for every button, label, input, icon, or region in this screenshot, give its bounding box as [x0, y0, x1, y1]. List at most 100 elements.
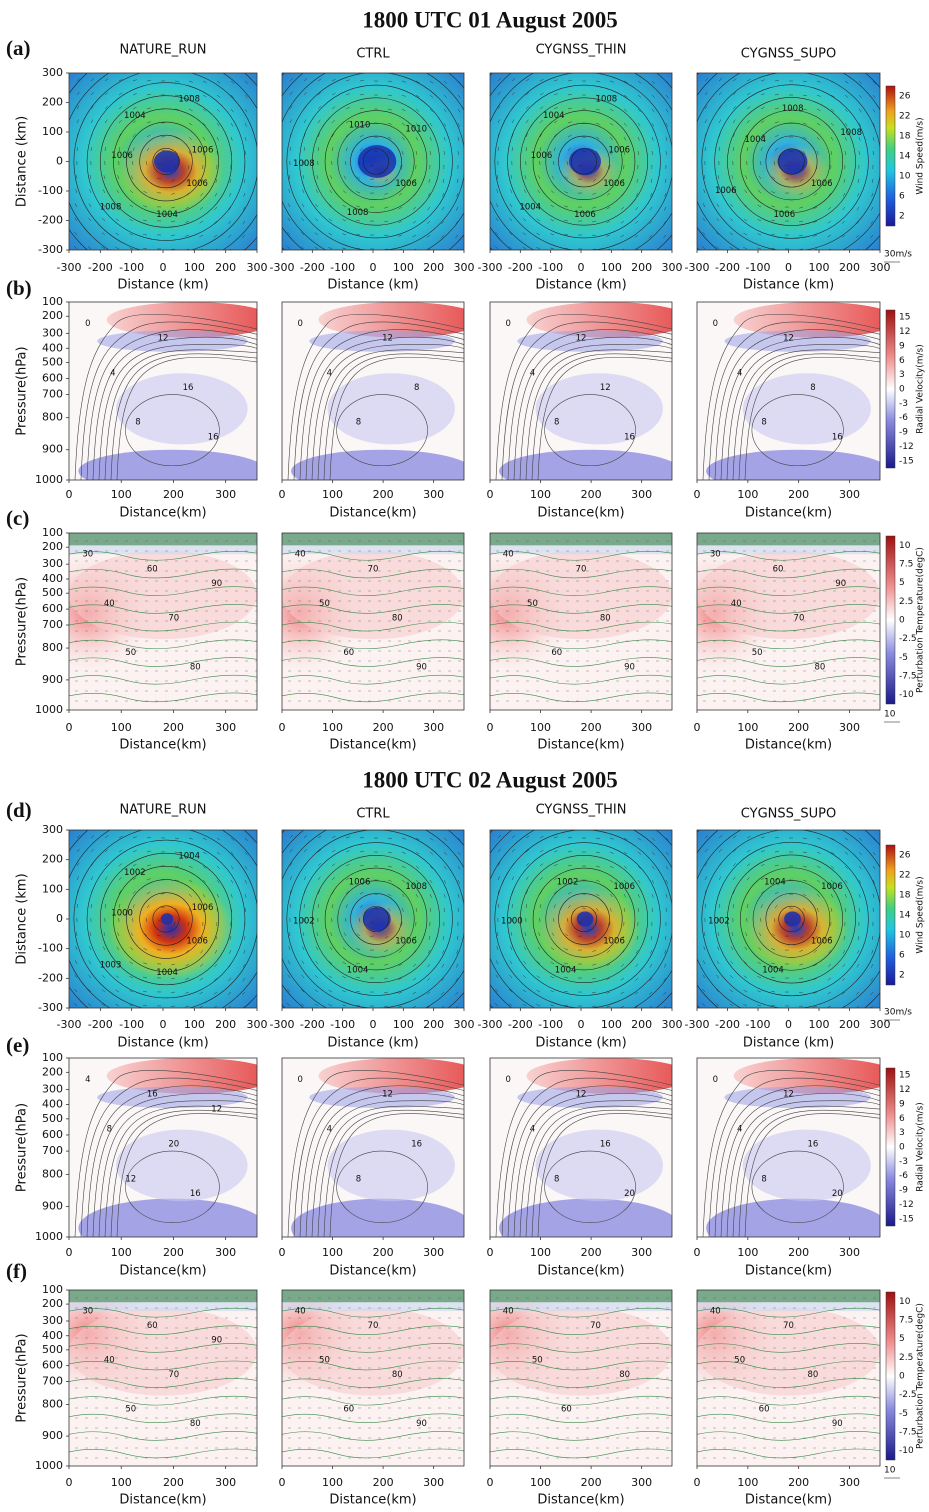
- x-tick-label: 300: [423, 488, 444, 501]
- x-tick-label: 300: [247, 1018, 268, 1031]
- contour-label: 4: [530, 1125, 535, 1135]
- x-tick-label: 0: [279, 1476, 286, 1489]
- colorbar-tick-label: -6: [899, 1171, 908, 1181]
- x-tick-label: 300: [423, 1246, 444, 1259]
- y-tick-label: 200: [42, 1297, 63, 1310]
- x-tick-label: 0: [160, 261, 167, 274]
- y-axis-label: Distance (km): [15, 873, 30, 964]
- x-tick-label: 100: [184, 1018, 205, 1031]
- y-tick-label: 100: [42, 295, 63, 308]
- colorbar-tick-label: -15: [899, 456, 914, 466]
- colorbar-tick-label: -5: [899, 1409, 908, 1419]
- colorbar-tick-label: -3: [899, 399, 908, 409]
- field: [663, 33, 919, 289]
- x-tick-label: 300: [662, 1018, 683, 1031]
- contour-label: 0: [297, 319, 302, 329]
- x-axis-label: Distance(km): [119, 506, 206, 521]
- contour-label: 12: [600, 383, 611, 393]
- y-tick-label: 400: [42, 1329, 63, 1342]
- contour-label: 70: [168, 1370, 179, 1380]
- colorbar-tick-label: 2.5: [899, 1353, 913, 1363]
- contour-label: 1006: [613, 882, 635, 892]
- y-tick-label: 0: [56, 155, 63, 168]
- x-axis-label: Distance(km): [537, 1264, 624, 1279]
- colorbar-tick-label: 18: [899, 891, 911, 901]
- contour-label: 40: [503, 1307, 514, 1317]
- contour-label: 1008: [293, 159, 315, 169]
- y-tick-label: 300: [42, 557, 63, 570]
- colorbar: [886, 310, 895, 468]
- contour-label: 1006: [186, 937, 208, 947]
- column-title: CYGNSS_THIN: [536, 803, 627, 818]
- contour-label: 20: [168, 1139, 179, 1149]
- colorbar-tick-label: 7.5: [899, 1316, 913, 1326]
- contour-label: 4: [327, 1125, 332, 1135]
- x-tick-label: 0: [279, 721, 286, 734]
- contour-label: 90: [416, 1419, 427, 1429]
- field: [34, 30, 297, 293]
- contour-label: 12: [783, 334, 794, 344]
- colorbar: [886, 86, 895, 226]
- y-tick-label: -200: [38, 214, 63, 227]
- inflow-mid: [328, 373, 455, 444]
- contour-label: 80: [190, 1419, 201, 1429]
- upper-cold-fade: [282, 1302, 464, 1311]
- x-tick-label: 100: [530, 1476, 551, 1489]
- colorbar-tick-label: 9: [899, 341, 905, 351]
- contour-label: 60: [343, 648, 354, 658]
- x-tick-label: 0: [66, 1246, 73, 1259]
- x-axis-label: Distance(km): [745, 506, 832, 521]
- contour-label: 40: [295, 1307, 306, 1317]
- x-axis-label: Distance(km): [119, 1264, 206, 1279]
- y-tick-label: 200: [42, 309, 63, 322]
- x-axis-label: Distance (km): [327, 1036, 418, 1051]
- warm-band: [69, 1308, 257, 1396]
- x-tick-label: 100: [322, 721, 343, 734]
- x-tick-label: 100: [111, 1246, 132, 1259]
- y-axis-label: Pressure(hPa): [15, 346, 30, 435]
- colorbar-tick-label: 14: [899, 152, 911, 162]
- x-tick-label: -100: [538, 1018, 563, 1031]
- x-tick-label: 200: [839, 1018, 860, 1031]
- y-tick-label: 700: [42, 388, 63, 401]
- warm-band: [69, 551, 257, 640]
- field: [445, 533, 673, 710]
- contour-label: 90: [832, 1419, 843, 1429]
- colorbar: [886, 1068, 895, 1226]
- contour-label: 0: [85, 319, 90, 329]
- x-tick-label: 100: [111, 1476, 132, 1489]
- x-tick-label: -300: [478, 261, 503, 274]
- x-tick-label: 200: [631, 261, 652, 274]
- x-tick-label: 100: [601, 261, 622, 274]
- x-tick-label: 0: [487, 488, 494, 501]
- contour-label: 60: [561, 1404, 572, 1414]
- x-tick-label: 300: [839, 721, 860, 734]
- colorbar-tick-label: 5: [899, 578, 905, 588]
- contour-label: 1004: [555, 966, 577, 976]
- x-tick-label: -200: [300, 1018, 325, 1031]
- x-tick-label: -100: [119, 261, 144, 274]
- x-axis-label: Distance (km): [327, 278, 418, 293]
- colorbar-tick-label: 2.5: [899, 597, 913, 607]
- x-tick-label: 300: [215, 488, 236, 501]
- colorbar: [886, 1292, 895, 1460]
- upper-cold-fade: [697, 545, 880, 554]
- contour-label: 90: [416, 663, 427, 673]
- x-tick-label: 0: [487, 1246, 494, 1259]
- x-tick-label: 0: [66, 721, 73, 734]
- y-tick-label: 800: [42, 1167, 63, 1180]
- x-tick-label: 200: [163, 1246, 184, 1259]
- x-tick-label: -100: [330, 1018, 355, 1031]
- outflow-lower: [724, 330, 870, 351]
- x-tick-label: -300: [478, 1018, 503, 1031]
- field: [282, 302, 504, 492]
- x-tick-label: 0: [66, 1476, 73, 1489]
- wind-core: [746, 887, 848, 971]
- colorbar-tick-label: -7.5: [899, 1428, 917, 1438]
